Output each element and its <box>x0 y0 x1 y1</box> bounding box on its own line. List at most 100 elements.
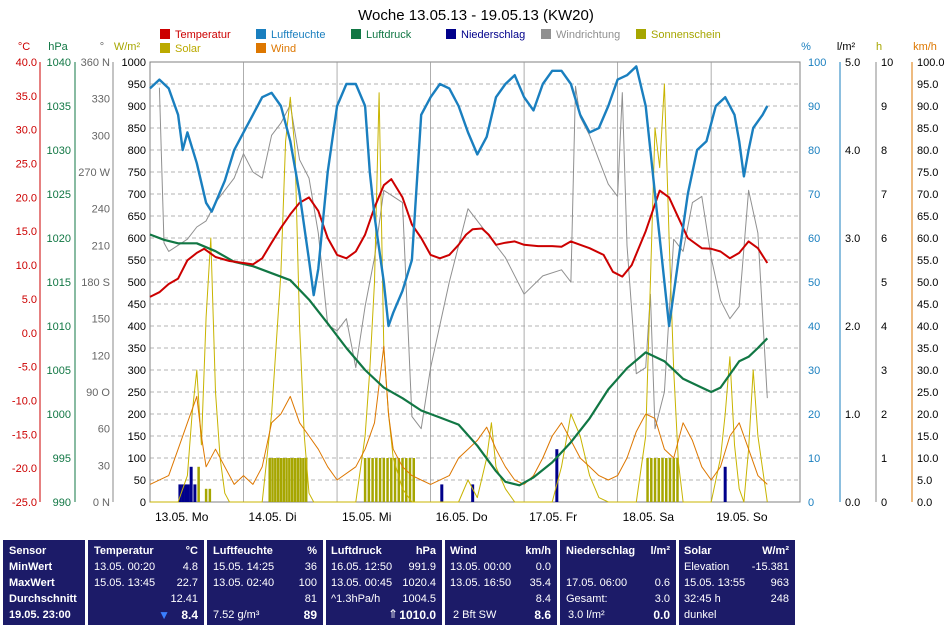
legend-label: Niederschlag <box>461 29 525 41</box>
solar-tick: 300 <box>128 365 146 377</box>
rain-tick: 1.0 <box>845 409 860 421</box>
wind-tick: 15.0 <box>917 431 938 443</box>
rising-arrow-icon: ⇑ <box>387 607 398 621</box>
direction-tick: 360 N <box>81 57 110 69</box>
wind-max: 35.4 <box>529 577 551 589</box>
humidity-tick: 80 <box>808 145 820 157</box>
solar-tick: 850 <box>128 123 146 135</box>
pressure-tick: 1020 <box>47 233 71 245</box>
stats-wind-col: Wind km/h 13.05. 00:00 0.0 13.05. 16:50 … <box>445 540 557 625</box>
temp-tick: 25.0 <box>16 159 37 171</box>
sunshine-bar <box>401 458 404 502</box>
pressure-max: 1020.4 <box>402 577 436 589</box>
solar-tick: 700 <box>128 189 146 201</box>
sunshine-tick: 10 <box>881 57 893 69</box>
solar-tick: 400 <box>128 321 146 333</box>
chart-axes: 40.035.030.025.020.015.010.05.00.0-5.0-1… <box>12 41 945 509</box>
rain-amount: 3.0 l/m² <box>568 609 605 621</box>
rain-bar <box>193 484 197 502</box>
humidity-current: 89 <box>303 608 317 622</box>
rain-bar <box>189 466 193 502</box>
direction-tick: 60 <box>98 424 110 436</box>
sunshine-bar <box>293 458 297 502</box>
sunshine-bar <box>274 458 277 502</box>
wind-tick: 0.0 <box>917 497 932 509</box>
temp-avg: 12.41 <box>170 593 198 605</box>
rain-current: 0.0 <box>653 608 670 622</box>
stats-humidity-col: Luftfeuchte % 15.05. 14:25 36 13.05. 02:… <box>207 540 323 625</box>
direction-tick: 210 <box>92 240 110 252</box>
axis-unit: hPa <box>48 41 68 53</box>
sunshine-bar <box>653 458 657 502</box>
pressure-tick: 1000 <box>47 409 71 421</box>
sunshine-tick: 4 <box>881 321 887 333</box>
wind-tick: 20.0 <box>917 409 938 421</box>
rain-bar <box>178 484 182 502</box>
current-time: 19.05. 23:00 <box>9 609 71 621</box>
chart-legend: Temperatur Luftfeuchte Luftdruck Niederschl… <box>160 29 721 55</box>
sunshine-bar <box>302 458 305 502</box>
sunshine-bar <box>386 458 389 502</box>
sunshine-bar <box>390 458 393 502</box>
legend-swatch <box>351 29 361 39</box>
pressure-header: Luftdruck <box>331 545 382 557</box>
direction-tick: 0 N <box>93 497 110 509</box>
rain-tick: 4.0 <box>845 145 860 157</box>
rain-bar <box>555 449 559 502</box>
rain-total-label: Gesamt: <box>566 593 608 605</box>
axis-unit: W/m² <box>114 41 141 53</box>
wind-current: 8.6 <box>534 608 551 622</box>
solar-elevation-label: Elevation <box>684 561 730 573</box>
humidity-max: 100 <box>298 577 317 589</box>
humidity-tick: 40 <box>808 321 820 333</box>
humidity-tick: 60 <box>808 233 820 245</box>
sensor-header: Sensor <box>9 545 47 557</box>
pressure-tick: 1035 <box>47 101 71 113</box>
rain-tick: 3.0 <box>845 233 860 245</box>
sunshine-bar <box>668 458 672 502</box>
solar-state: dunkel <box>684 609 717 621</box>
legend-swatch <box>636 29 646 39</box>
wind-beaufort: 2 Bft SW <box>453 609 497 621</box>
sunshine-bar <box>378 458 382 502</box>
sunshine-tick: 1 <box>881 453 887 465</box>
legend-label: Luftfeuchte <box>271 29 325 41</box>
temp-min: 4.8 <box>182 561 198 573</box>
temp-tick: 5.0 <box>22 294 37 306</box>
axis-unit: % <box>801 41 811 53</box>
temp-tick: -5.0 <box>18 362 37 374</box>
sunshine-bar <box>285 458 288 502</box>
wind-tick: 70.0 <box>917 189 938 201</box>
wind-max-time: 13.05. 16:50 <box>450 577 512 589</box>
legend-label: Luftdruck <box>366 29 412 41</box>
humidity-header: Luftfeuchte <box>213 545 273 557</box>
solar-tick: 800 <box>128 145 146 157</box>
humidity-tick: 30 <box>808 365 820 377</box>
x-axis-labels: 13.05. Mo 14.05. Di 15.05. Mi 16.05. Do 17.0… <box>155 510 768 524</box>
temp-tick: -10.0 <box>12 395 37 407</box>
sunshine-tick: 9 <box>881 101 887 113</box>
pressure-tick: 1010 <box>47 321 71 333</box>
sunshine-tick: 2 <box>881 409 887 421</box>
pressure-avg: 1004.5 <box>402 593 436 605</box>
rain-bar <box>181 484 185 502</box>
pressure-tick: 1015 <box>47 277 71 289</box>
humidity-tick: 100 <box>808 57 826 69</box>
sunshine-bar <box>657 458 661 502</box>
solar-tick: 350 <box>128 343 146 355</box>
temp-tick: 15.0 <box>16 226 37 238</box>
pressure-tick: 1005 <box>47 365 71 377</box>
direction-tick: 300 <box>92 130 110 142</box>
sunshine-bar <box>397 458 401 502</box>
wind-unit: km/h <box>525 545 551 557</box>
chart-title: Woche 13.05.13 - 19.05.13 (KW20) <box>358 7 594 24</box>
x-day-label: 16.05. Do <box>436 510 488 524</box>
temp-tick: -15.0 <box>12 429 37 441</box>
solar-tick: 900 <box>128 101 146 113</box>
solar-tick: 500 <box>128 277 146 289</box>
wind-tick: 10.0 <box>917 453 938 465</box>
sunshine-tick: 3 <box>881 365 887 377</box>
min-label: MinWert <box>9 561 53 573</box>
chart-lines <box>149 65 769 503</box>
solar-tick: 1000 <box>122 57 146 69</box>
